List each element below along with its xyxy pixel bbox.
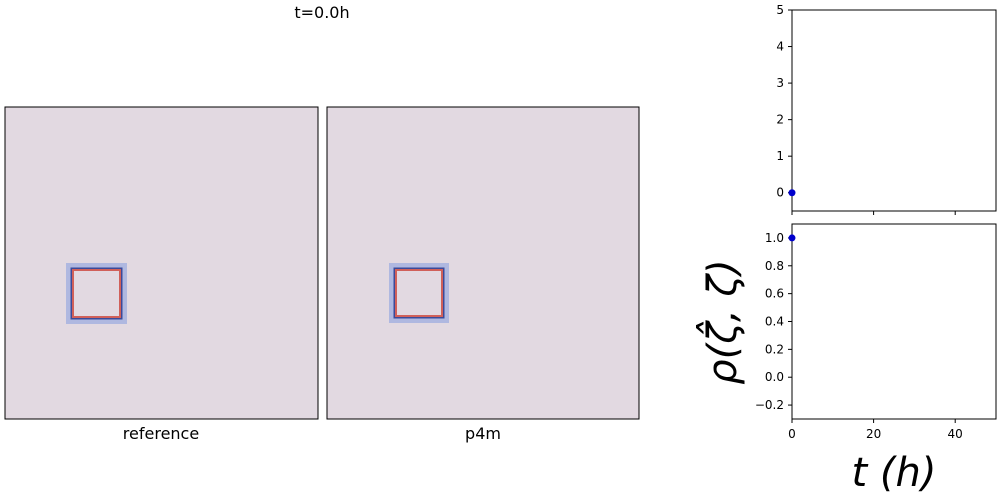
heatmap-p4m-label: p4m <box>465 424 501 443</box>
heatmap-p4m-square-glow <box>389 263 449 323</box>
plot-bottom-ytick-label: 0.8 <box>765 259 784 273</box>
plot-bottom-ytick-label: 0.4 <box>765 315 784 329</box>
heatmap-reference-field <box>4 106 319 420</box>
plot-top-ytick-label: 4 <box>776 40 784 54</box>
heatmap-reference-square-glow <box>66 263 127 324</box>
heatmap-reference-label: reference <box>123 424 199 443</box>
heatmap-p4m-field <box>326 106 640 420</box>
plot-top-ytick-label: 2 <box>776 113 784 127</box>
plot-bottom-point <box>788 234 796 242</box>
plot-bottom-frame <box>791 223 997 420</box>
plot-top: 0 1 2 3 4 5 <box>776 3 997 215</box>
plot-bottom-ytick-label: 0.6 <box>765 287 784 301</box>
heatmap-reference-square-outline <box>72 269 121 318</box>
heatmap-p4m-square-outline <box>395 269 443 317</box>
plot-bottom-xlabel: t (h) <box>852 450 937 496</box>
figure-title: t=0.0h <box>294 3 349 22</box>
plot-top-frame <box>791 9 997 212</box>
plot-bottom-ylabel: ρ(ζ̂, ζ) <box>696 259 746 385</box>
heatmap-panel-reference: reference <box>4 106 319 443</box>
plot-bottom-xtick-label: 0 <box>788 427 796 441</box>
plot-bottom-xtick-label: 20 <box>866 427 881 441</box>
plot-top-ytick-label: 0 <box>776 186 784 200</box>
plot-top-ytick-label: 5 <box>776 3 784 17</box>
heatmap-p4m-square <box>389 263 449 323</box>
heatmap-panel-p4m: p4m <box>326 106 640 443</box>
plot-bottom-ytick-label: −0.2 <box>755 398 784 412</box>
plot-bottom-ytick-label: 0.0 <box>765 370 784 384</box>
plot-bottom: t (h) ρ(ζ̂, ζ) −0.2 0.0 0.2 0.4 0.6 0.8 1.0 0 20… <box>696 223 997 496</box>
plot-bottom-ytick-label: 0.2 <box>765 342 784 356</box>
plot-top-ytick-label: 3 <box>776 76 784 90</box>
plot-bottom-ytick-label: 1.0 <box>765 231 784 245</box>
plot-bottom-xtick-label: 40 <box>948 427 963 441</box>
plot-top-ytick-label: 1 <box>776 149 784 163</box>
plot-top-point <box>788 189 796 197</box>
heatmap-reference-square <box>66 263 127 324</box>
